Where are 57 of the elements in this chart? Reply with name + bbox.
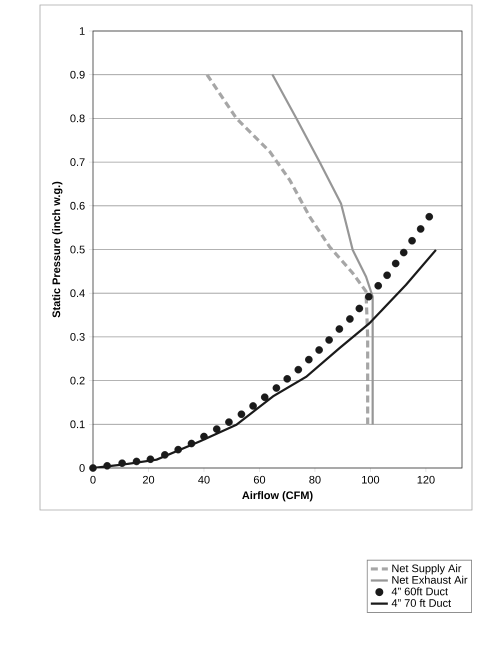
point (374, 282, 382, 290)
point (416, 225, 424, 233)
point (364, 292, 373, 300)
point (283, 375, 292, 383)
point (305, 356, 313, 364)
point (346, 315, 354, 323)
point (294, 366, 302, 374)
point (315, 346, 323, 354)
point (383, 271, 391, 280)
line-series (271, 73, 374, 426)
y-tick-label: 0.9 (70, 70, 85, 79)
point (408, 236, 416, 245)
y-tick-label: 0.2 (70, 376, 85, 384)
point (325, 336, 333, 344)
y-tick-label: 1 (80, 27, 85, 35)
point (161, 451, 169, 459)
x-tick-label: 60 (254, 476, 266, 484)
y-tick-label: 0.6 (70, 202, 85, 210)
line-series (205, 73, 370, 426)
point (132, 458, 140, 466)
y-tick-label: 0.1 (70, 420, 85, 428)
point (249, 402, 257, 410)
point (272, 384, 280, 392)
legend-label: Net Supply Air (392, 564, 462, 574)
legend-label: Net Exhaust Air (392, 576, 468, 584)
point (400, 248, 408, 256)
point (356, 304, 364, 312)
y-tick-label: 0 (79, 464, 85, 472)
legend-label: 4” 70 ft Duct (392, 598, 452, 607)
x-axis-title: Airflow (CFM) (242, 491, 313, 502)
x-tick-label: 0 (90, 476, 96, 484)
y-tick-label: 0.8 (70, 114, 85, 122)
point (260, 393, 269, 401)
y-tick-label: 0.7 (70, 158, 85, 166)
x-tick-label: 80 (309, 476, 321, 484)
y-tick-label: 0.5 (70, 246, 85, 254)
y-axis-title: Static Pressure (inch w.g.) (52, 182, 62, 318)
point (146, 455, 154, 464)
point (174, 446, 182, 454)
x-tick-label: 120 (418, 476, 435, 484)
x-tick-label: 20 (142, 476, 154, 484)
y-tick-label: 0.4 (70, 289, 85, 298)
point (336, 325, 344, 333)
y-tick-label: 0.3 (70, 333, 85, 341)
x-tick-label: 100 (362, 476, 380, 484)
point (103, 462, 111, 470)
point (425, 212, 434, 221)
point (188, 440, 196, 448)
point (200, 432, 208, 440)
point (118, 459, 126, 467)
x-tick-label: 40 (198, 476, 210, 484)
point (392, 260, 400, 268)
point (212, 425, 221, 433)
point (225, 418, 233, 426)
point (89, 464, 97, 472)
point (238, 410, 246, 418)
legend-label: 4” 60ft Duct (392, 587, 448, 596)
